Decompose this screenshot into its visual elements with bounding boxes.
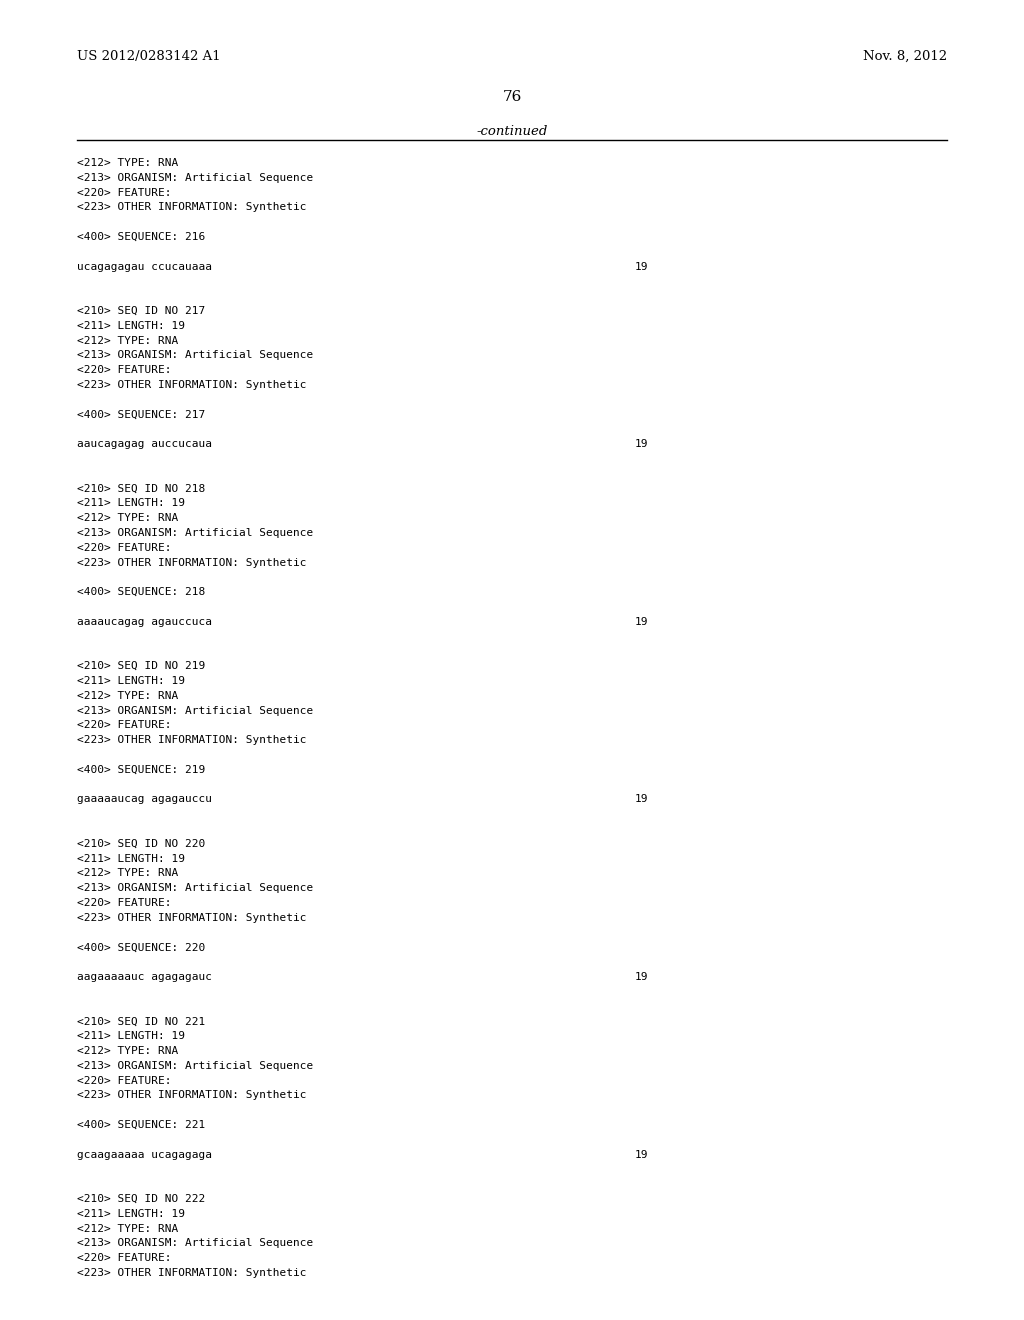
Text: 19: 19: [635, 616, 648, 627]
Text: US 2012/0283142 A1: US 2012/0283142 A1: [77, 50, 220, 63]
Text: <210> SEQ ID NO 222: <210> SEQ ID NO 222: [77, 1195, 205, 1204]
Text: gcaagaaaaa ucagagaga: gcaagaaaaa ucagagaga: [77, 1150, 212, 1159]
Text: <400> SEQUENCE: 220: <400> SEQUENCE: 220: [77, 942, 205, 953]
Text: <213> ORGANISM: Artificial Sequence: <213> ORGANISM: Artificial Sequence: [77, 173, 313, 182]
Text: aagaaaaauc agagagauc: aagaaaaauc agagagauc: [77, 972, 212, 982]
Text: <211> LENGTH: 19: <211> LENGTH: 19: [77, 1209, 184, 1218]
Text: <212> TYPE: RNA: <212> TYPE: RNA: [77, 869, 178, 878]
Text: <212> TYPE: RNA: <212> TYPE: RNA: [77, 513, 178, 523]
Text: aaucagagag auccucaua: aaucagagag auccucaua: [77, 440, 212, 449]
Text: <213> ORGANISM: Artificial Sequence: <213> ORGANISM: Artificial Sequence: [77, 706, 313, 715]
Text: <212> TYPE: RNA: <212> TYPE: RNA: [77, 335, 178, 346]
Text: -continued: -continued: [476, 125, 548, 139]
Text: <212> TYPE: RNA: <212> TYPE: RNA: [77, 690, 178, 701]
Text: <400> SEQUENCE: 216: <400> SEQUENCE: 216: [77, 232, 205, 242]
Text: aaaaucagag agauccuca: aaaaucagag agauccuca: [77, 616, 212, 627]
Text: <211> LENGTH: 19: <211> LENGTH: 19: [77, 321, 184, 331]
Text: <212> TYPE: RNA: <212> TYPE: RNA: [77, 1224, 178, 1234]
Text: <220> FEATURE:: <220> FEATURE:: [77, 543, 171, 553]
Text: <220> FEATURE:: <220> FEATURE:: [77, 187, 171, 198]
Text: <213> ORGANISM: Artificial Sequence: <213> ORGANISM: Artificial Sequence: [77, 883, 313, 894]
Text: <223> OTHER INFORMATION: Synthetic: <223> OTHER INFORMATION: Synthetic: [77, 380, 306, 389]
Text: <220> FEATURE:: <220> FEATURE:: [77, 898, 171, 908]
Text: <400> SEQUENCE: 218: <400> SEQUENCE: 218: [77, 587, 205, 597]
Text: 19: 19: [635, 795, 648, 804]
Text: <210> SEQ ID NO 221: <210> SEQ ID NO 221: [77, 1016, 205, 1027]
Text: 19: 19: [635, 261, 648, 272]
Text: <211> LENGTH: 19: <211> LENGTH: 19: [77, 854, 184, 863]
Text: <210> SEQ ID NO 218: <210> SEQ ID NO 218: [77, 483, 205, 494]
Text: <223> OTHER INFORMATION: Synthetic: <223> OTHER INFORMATION: Synthetic: [77, 735, 306, 746]
Text: <212> TYPE: RNA: <212> TYPE: RNA: [77, 158, 178, 168]
Text: 19: 19: [635, 1150, 648, 1159]
Text: <223> OTHER INFORMATION: Synthetic: <223> OTHER INFORMATION: Synthetic: [77, 1269, 306, 1278]
Text: <212> TYPE: RNA: <212> TYPE: RNA: [77, 1045, 178, 1056]
Text: 19: 19: [635, 972, 648, 982]
Text: gaaaaaucag agagauccu: gaaaaaucag agagauccu: [77, 795, 212, 804]
Text: <223> OTHER INFORMATION: Synthetic: <223> OTHER INFORMATION: Synthetic: [77, 557, 306, 568]
Text: <400> SEQUENCE: 217: <400> SEQUENCE: 217: [77, 409, 205, 420]
Text: <210> SEQ ID NO 217: <210> SEQ ID NO 217: [77, 306, 205, 315]
Text: Nov. 8, 2012: Nov. 8, 2012: [863, 50, 947, 63]
Text: <211> LENGTH: 19: <211> LENGTH: 19: [77, 499, 184, 508]
Text: <211> LENGTH: 19: <211> LENGTH: 19: [77, 676, 184, 686]
Text: <220> FEATURE:: <220> FEATURE:: [77, 1076, 171, 1085]
Text: <211> LENGTH: 19: <211> LENGTH: 19: [77, 1031, 184, 1041]
Text: 76: 76: [503, 90, 521, 104]
Text: <223> OTHER INFORMATION: Synthetic: <223> OTHER INFORMATION: Synthetic: [77, 1090, 306, 1101]
Text: <210> SEQ ID NO 219: <210> SEQ ID NO 219: [77, 661, 205, 671]
Text: <210> SEQ ID NO 220: <210> SEQ ID NO 220: [77, 838, 205, 849]
Text: <220> FEATURE:: <220> FEATURE:: [77, 721, 171, 730]
Text: <213> ORGANISM: Artificial Sequence: <213> ORGANISM: Artificial Sequence: [77, 1238, 313, 1249]
Text: 19: 19: [635, 440, 648, 449]
Text: <213> ORGANISM: Artificial Sequence: <213> ORGANISM: Artificial Sequence: [77, 350, 313, 360]
Text: <213> ORGANISM: Artificial Sequence: <213> ORGANISM: Artificial Sequence: [77, 528, 313, 539]
Text: <223> OTHER INFORMATION: Synthetic: <223> OTHER INFORMATION: Synthetic: [77, 913, 306, 923]
Text: <213> ORGANISM: Artificial Sequence: <213> ORGANISM: Artificial Sequence: [77, 1061, 313, 1071]
Text: <400> SEQUENCE: 219: <400> SEQUENCE: 219: [77, 764, 205, 775]
Text: <400> SEQUENCE: 221: <400> SEQUENCE: 221: [77, 1119, 205, 1130]
Text: ucagagagau ccucauaaa: ucagagagau ccucauaaa: [77, 261, 212, 272]
Text: <220> FEATURE:: <220> FEATURE:: [77, 1253, 171, 1263]
Text: <220> FEATURE:: <220> FEATURE:: [77, 366, 171, 375]
Text: <223> OTHER INFORMATION: Synthetic: <223> OTHER INFORMATION: Synthetic: [77, 202, 306, 213]
